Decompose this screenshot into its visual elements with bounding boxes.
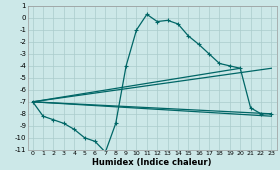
- X-axis label: Humidex (Indice chaleur): Humidex (Indice chaleur): [92, 158, 212, 167]
